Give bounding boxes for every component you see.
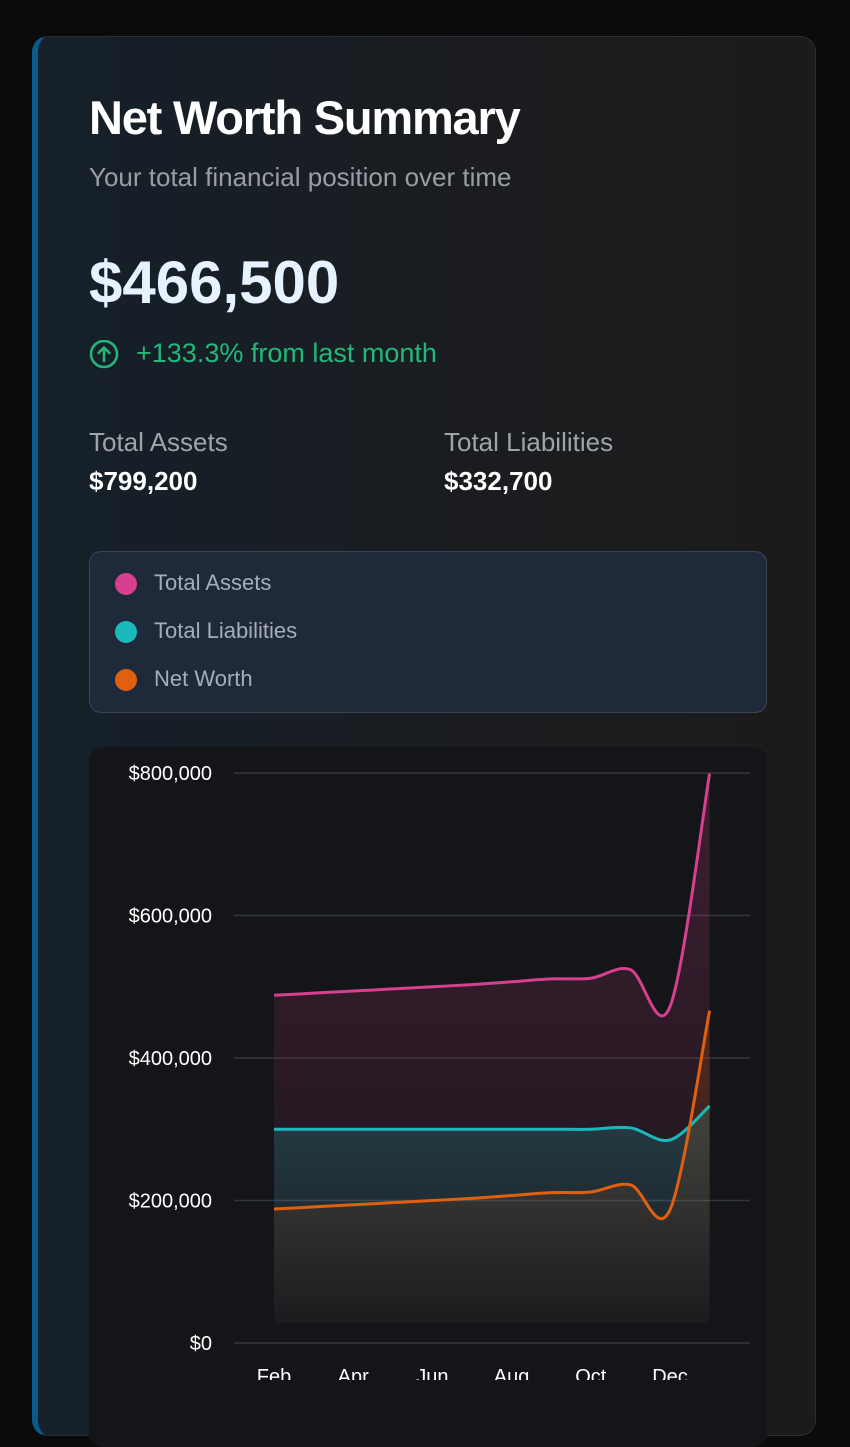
y-tick-label: $200,000: [129, 1191, 212, 1213]
legend-dot: [115, 621, 137, 643]
legend-dot: [115, 669, 137, 691]
x-tick-label: Feb: [257, 1366, 291, 1380]
x-tick-label: Apr: [338, 1366, 369, 1380]
net-worth-value: $466,500: [89, 249, 340, 316]
legend-label: Net Worth: [154, 666, 253, 691]
y-tick-label: $400,000: [129, 1048, 212, 1070]
legend-label: Total Liabilities: [154, 618, 298, 643]
area: [274, 1010, 710, 1323]
line: [273, 773, 712, 1018]
legend-dot: [115, 573, 137, 595]
stat-value: $799,200: [89, 466, 198, 496]
change: +133.3% from last month: [136, 338, 437, 368]
line: [274, 1104, 711, 1143]
x-tick-label: Aug: [494, 1366, 530, 1380]
subtitle: Your total financial position over time: [89, 162, 512, 192]
x-tick-label: Oct: [575, 1366, 607, 1380]
legend: [89, 551, 767, 713]
x-tick-label: Dec: [652, 1366, 688, 1380]
stat-value: $332,700: [444, 466, 553, 496]
page: {"header":{"title":"Net Worth Summary","…: [32, 36, 816, 1447]
line: [273, 1010, 712, 1221]
y-tick-label: $0: [190, 1333, 212, 1355]
legend-label: Total Assets: [154, 570, 272, 595]
stat-label: Total Assets: [89, 427, 228, 457]
x-tick-label: Jun: [416, 1366, 448, 1380]
title: Net Worth Summary: [89, 91, 521, 144]
y-tick-label: $600,000: [129, 906, 212, 928]
y-tick-label: $800,000: [129, 763, 212, 785]
stat-label: Total Liabilities: [444, 427, 614, 457]
chart: $0 $200,000 $400,000 $600,000 $800,000 Feb Apr…: [129, 763, 750, 1380]
up-icon: [89, 340, 119, 369]
